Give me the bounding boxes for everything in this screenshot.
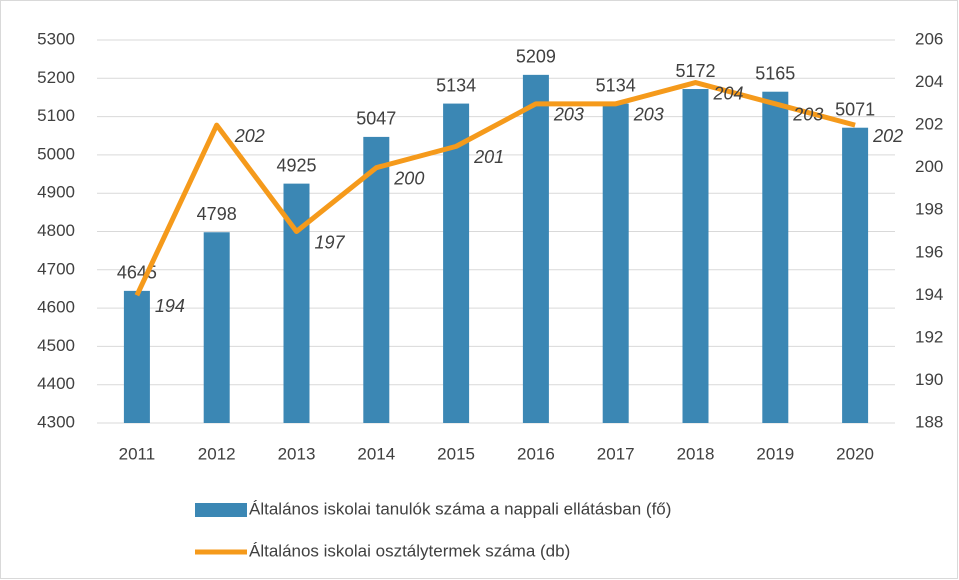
line-value-label: 202 [234, 126, 265, 146]
bar-value-label: 5134 [596, 75, 636, 95]
bar-value-label: 5172 [675, 61, 715, 81]
y2-tick-label: 202 [915, 115, 943, 134]
y-tick-label: 5000 [37, 144, 75, 163]
line-value-label: 197 [315, 232, 346, 252]
bar [123, 290, 150, 423]
bar [443, 103, 470, 423]
y-tick-label: 4400 [37, 374, 75, 393]
y2-tick-label: 198 [915, 200, 943, 219]
y-tick-label: 5100 [37, 106, 75, 125]
bar-value-label: 4925 [276, 155, 316, 175]
y-tick-label: 5200 [37, 68, 75, 87]
bar [842, 127, 869, 423]
y-tick-label: 4700 [37, 259, 75, 278]
y-tick-label: 4900 [37, 183, 75, 202]
line-value-label: 201 [473, 147, 504, 167]
line [134, 80, 856, 297]
bar-value-label: 5209 [516, 47, 556, 67]
x-tick-label: 2012 [198, 444, 236, 463]
legend-swatch [195, 503, 247, 517]
bar-value-label: 5047 [356, 109, 396, 129]
x-tick-label: 2019 [756, 444, 794, 463]
bar [682, 89, 709, 424]
line-value-label: 203 [553, 105, 584, 125]
y2-tick-label: 190 [915, 370, 943, 389]
legend-label: Általános iskolai tanulók száma a nappal… [249, 499, 671, 518]
y2-tick-label: 200 [915, 157, 943, 176]
y-tick-label: 4300 [37, 412, 75, 431]
bar-value-label: 5134 [436, 75, 476, 95]
y-tick-label: 5300 [37, 29, 75, 48]
line-value-label: 200 [393, 168, 424, 188]
line-value-label: 203 [792, 105, 823, 125]
bar-value-label: 5165 [755, 63, 795, 83]
x-tick-label: 2015 [437, 444, 475, 463]
bar [203, 232, 230, 423]
line-value-label: 204 [713, 83, 744, 103]
y2-tick-label: 192 [915, 327, 943, 346]
y2-tick-label: 196 [915, 242, 943, 261]
line-value-label: 202 [872, 126, 903, 146]
bar [363, 136, 390, 424]
bar [522, 74, 549, 423]
y2-tick-label: 204 [915, 72, 943, 91]
x-tick-label: 2013 [278, 444, 316, 463]
y2-tick-label: 194 [915, 285, 943, 304]
x-tick-label: 2014 [357, 444, 395, 463]
x-tick-label: 2016 [517, 444, 555, 463]
x-tick-label: 2018 [677, 444, 715, 463]
y2-tick-label: 206 [915, 29, 943, 48]
bar-value-label: 5071 [835, 99, 875, 119]
y-tick-label: 4500 [37, 336, 75, 355]
line-value-label: 194 [155, 296, 185, 316]
bar [762, 91, 789, 423]
x-tick-label: 2017 [597, 444, 635, 463]
y-tick-label: 4800 [37, 221, 75, 240]
bar [602, 103, 629, 423]
x-tick-label: 2020 [836, 444, 874, 463]
bar-value-label: 4798 [197, 204, 237, 224]
line-value-label: 203 [633, 105, 664, 125]
legend-label: Általános iskolai osztálytermek száma (d… [249, 541, 570, 560]
y-tick-label: 4600 [37, 298, 75, 317]
y2-tick-label: 188 [915, 412, 943, 431]
x-tick-label: 2011 [119, 444, 156, 463]
